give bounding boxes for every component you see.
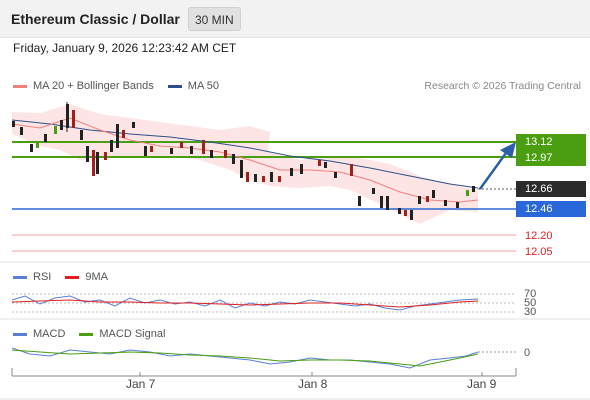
rsi-scale-30: 30	[524, 306, 537, 318]
candlestick-series	[12, 102, 475, 220]
rsi-legend-label: RSI	[33, 271, 52, 283]
instrument-title: Ethereum Classic / Dollar	[11, 11, 180, 27]
macd-signal-swatch	[79, 332, 94, 336]
macd-swatch	[13, 332, 27, 336]
ma20-legend-label: MA 20 + Bollinger Bands	[33, 80, 154, 92]
rsi-scale-50: 50	[524, 297, 537, 309]
x-label-jan9: Jan 9	[467, 377, 497, 391]
x-label-jan8: Jan 8	[298, 377, 328, 391]
interval-button[interactable]: 30 MIN	[188, 7, 241, 31]
current-price-tag: 12.66	[516, 181, 586, 197]
rsi-swatch	[13, 275, 27, 279]
rsi-ma-swatch	[65, 275, 80, 279]
macd-signal-line	[11, 349, 479, 367]
timestamp: Friday, January 9, 2026 12:23:42 AM CET	[13, 41, 237, 55]
support-2-tag: 12.05	[525, 246, 553, 258]
macd-signal-legend-label: MACD Signal	[99, 328, 166, 340]
macd-zero-label: 0	[524, 347, 531, 359]
support-1-tag: 12.20	[525, 230, 553, 242]
research-credit: Research © 2026 Trading Central	[424, 80, 581, 92]
macd-legend-label: MACD	[33, 328, 66, 340]
ma20-line	[11, 117, 479, 203]
ma50-line	[11, 119, 479, 189]
forecast-arrowhead	[500, 142, 516, 158]
bollinger-band	[12, 104, 478, 224]
resistance-1-tag: 13.12	[516, 134, 586, 150]
x-label-jan7: Jan 7	[126, 377, 156, 391]
chart-header: Ethereum Classic / Dollar 30 MIN	[0, 0, 590, 38]
macd-legend: MACD MACD Signal	[13, 328, 165, 340]
ma50-swatch	[167, 84, 182, 88]
forecast-arrow	[478, 152, 508, 190]
rsi-ma-legend-label: 9MA	[85, 271, 108, 283]
rsi-ma-line	[11, 299, 479, 308]
resistance-2-tag: 12.97	[516, 150, 586, 166]
rsi-legend: RSI 9MA	[13, 271, 108, 283]
macd-line	[11, 347, 479, 369]
ma50-legend-label: MA 50	[187, 80, 219, 92]
pivot-tag: 12.46	[516, 201, 586, 217]
rsi-scale-70: 70	[524, 288, 537, 300]
price-legend: MA 20 + Bollinger Bands MA 50	[13, 80, 219, 92]
ma20-swatch	[13, 84, 27, 88]
